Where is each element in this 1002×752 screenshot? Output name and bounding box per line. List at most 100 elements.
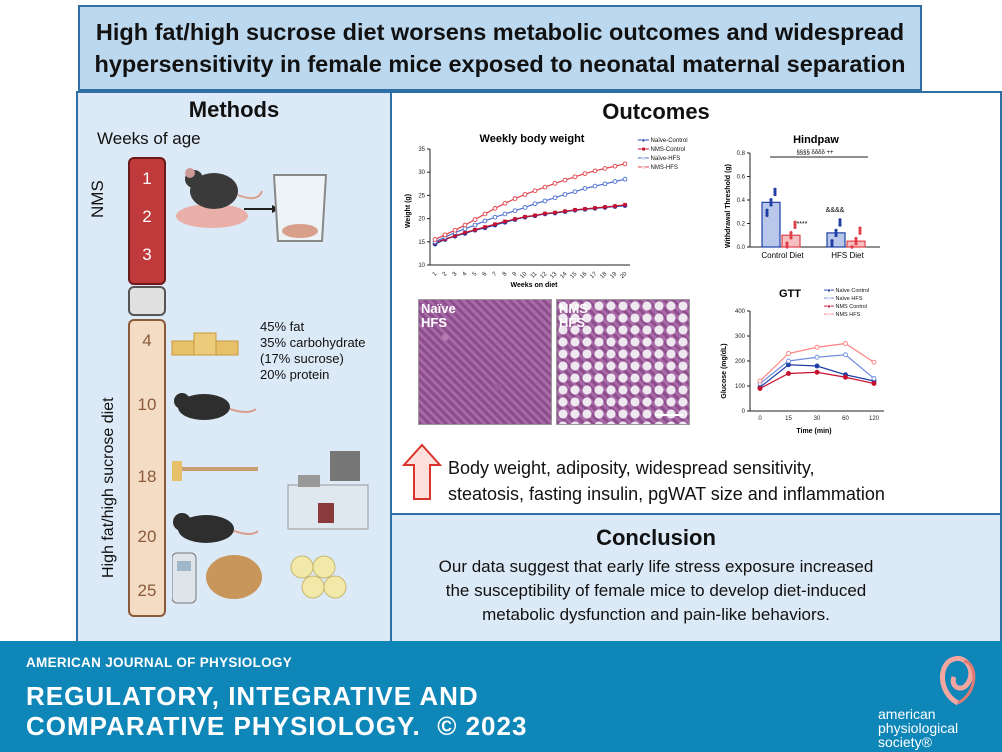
gtt-point [843,374,848,380]
bw-point [492,214,498,220]
hp-dot [830,241,834,245]
gtt-point [871,359,877,365]
gtt-point [843,341,848,346]
copyright: © 2023 [437,711,528,741]
bw-point [483,225,487,229]
hp-dot [765,208,769,212]
hp-dot [793,220,797,224]
diet-composition: 45% fat 35% carbohydrate (17% sucrose) 2… [260,319,366,383]
week-2-label: 2 [142,207,152,226]
micrograph-naive-hfs: Naïve HFS [418,299,552,425]
hp-dot [773,187,777,191]
bw-point [622,176,628,182]
hindpaw-title: Hindpaw [793,134,839,146]
gtt-point [871,376,877,381]
hp-ytick-label: 0.6 [737,175,746,181]
outcomes-panel: Outcomes Weekly body weight Weight (g) W… [390,91,1002,515]
diet-vertical-label: High fat/high sucrose diet [100,397,117,578]
methods-heading: Methods [188,97,280,122]
bw-xtick-label: 20 [619,271,628,280]
gtt-xlabel: Time (min) [796,428,831,435]
beaker-illustration [272,174,328,242]
bw-point [593,206,597,210]
title-line-2: hypersensitivity in female mice exposed … [94,51,906,77]
bw-point [472,222,478,228]
bw-xtick-label: 7 [492,271,499,278]
bw-point [552,180,558,186]
gtt-point [814,344,820,350]
mouse-illustration-week20 [173,513,259,543]
gtt-ytick-label: 300 [735,334,746,340]
journal-footer: AMERICAN JOURNAL OF PHYSIOLOGY REGULATOR… [0,641,1002,752]
conclusion-text: Our data suggest that early life stress … [392,555,920,627]
legend-nms-hfs: ━○━ NMS-HFS [638,165,678,171]
bw-xtick-label: 3 [452,271,459,278]
gtt-ytick-label: 0 [742,409,746,415]
hp-ytick-label: 0.0 [737,245,746,251]
hp-dot [830,239,834,243]
gtt-title: GTT [779,288,801,300]
outcomes-summary: Body weight, adiposity, widespread sensi… [448,455,885,507]
bw-point [432,237,438,242]
hp-annotation-amp: &&&& [826,207,845,214]
bw-xtick-label: 10 [519,271,528,280]
bw-xtick-label: 16 [579,271,588,280]
bw-ytick-label: 35 [418,147,425,153]
weeks-of-age-label: Weeks of age [97,129,201,148]
gtt-legend: ━●━ Naïve Control ━○━ Naïve HFS ━●━ NMS … [824,287,869,319]
nms-timeline-bar: 1 2 3 [128,157,166,285]
methods-panel: Methods Weeks of age NMS High fat/high s… [76,91,392,643]
title-banner: High fat/high sucrose diet worsens metab… [78,5,922,91]
nms-vertical-label: NMS [88,180,107,218]
diet-timeline-bar: 4 10 18 20 25 [128,319,166,617]
aps-wordmark: american physiological society® [878,706,959,750]
gtt-point [757,378,763,384]
bw-point [572,174,578,180]
bw-point [532,201,538,207]
bw-xtick-label: 4 [462,271,469,278]
bw-point [532,188,538,194]
bw-ytick-label: 25 [418,193,425,199]
bw-point [462,222,468,228]
hp-dot [850,245,854,249]
bw-point [623,202,627,207]
gtt-xtick-label: 120 [869,416,880,422]
testing-apparatus-illustration [287,451,369,530]
hp-annotation-stars: **** [797,221,808,228]
hp-dot [785,241,789,245]
bw-point [522,192,528,197]
bw-point [602,166,608,171]
diet-fat: 45% fat [260,319,305,334]
hp-ytick-label: 0.2 [737,222,746,228]
hp-dot [834,231,838,235]
gtt-xtick-label: 0 [758,416,762,422]
bw-xtick-label: 12 [539,271,548,280]
gap-timeline-bar [128,286,166,316]
hp-bar [761,201,781,248]
body-weight-chart: Weekly body weight Weight (g) Weeks on d… [405,133,630,289]
bw-ytick-label: 15 [418,240,425,246]
week-18-label: 18 [137,467,157,486]
gtt-point [814,369,820,375]
bw-point [612,163,618,169]
bw-point [513,217,517,221]
hp-dot [834,228,838,232]
tissue-illustrations [172,552,347,604]
gtt-legend-nms-control: ━●━ NMS Control [824,304,867,310]
bw-point [622,161,628,167]
bw-point [463,230,467,235]
hp-dot [773,190,777,194]
hp-ytick-label: 0.8 [737,151,746,157]
bw-point [493,222,497,226]
hp-dot [769,200,773,204]
bw-point [512,208,518,214]
bw-ytick-label: 30 [418,170,425,176]
journal-name-small: AMERICAN JOURNAL OF PHYSIOLOGY [26,655,293,670]
journal-name-line-1: REGULATORY, INTEGRATIVE AND [26,681,479,711]
bw-xtick-label: 1 [432,271,439,278]
week-1-label: 1 [142,169,152,188]
hp-dot [769,203,773,207]
hp-dot [785,244,789,248]
diet-carbohydrate: 35% carbohydrate [260,335,366,350]
bw-point [462,226,468,232]
